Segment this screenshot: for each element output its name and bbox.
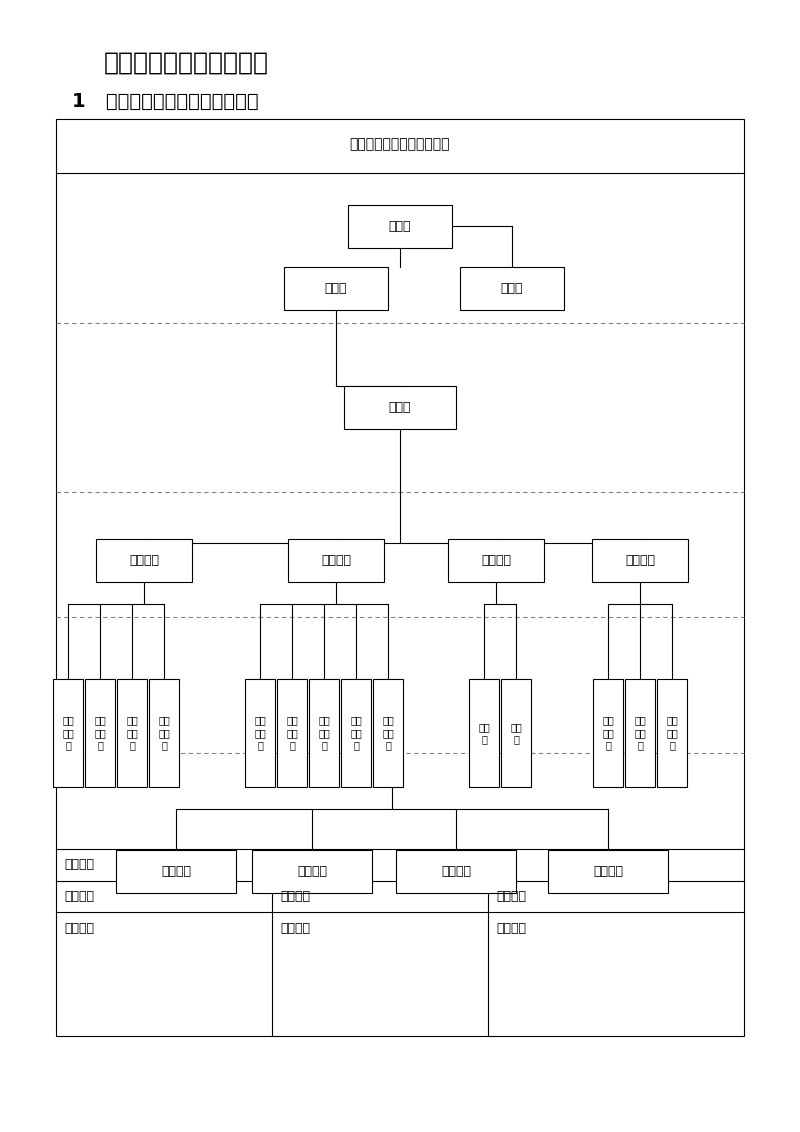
Text: 造价
管理
部: 造价 管理 部 <box>318 715 330 751</box>
Text: 项目
经理
部: 项目 经理 部 <box>286 715 298 751</box>
Bar <box>85 679 115 787</box>
Text: 财务
部: 财务 部 <box>478 722 490 744</box>
Text: 总经理: 总经理 <box>389 401 411 414</box>
Text: 审核日期: 审核日期 <box>280 921 310 935</box>
Bar <box>277 679 307 787</box>
Bar <box>53 679 83 787</box>
Text: 批准人员: 批准人员 <box>496 890 526 903</box>
Bar <box>116 850 236 893</box>
Text: 审核人员: 审核人员 <box>280 890 310 903</box>
Text: 行政总监: 行政总监 <box>625 554 655 567</box>
Bar <box>469 679 499 787</box>
Text: 物业公司: 物业公司 <box>297 865 327 878</box>
Bar <box>96 539 192 582</box>
Bar <box>288 539 384 582</box>
Text: 综合
办公
室: 综合 办公 室 <box>666 715 678 751</box>
Text: 项目
开发
部: 项目 开发 部 <box>158 715 170 751</box>
Text: 装饰公司: 装饰公司 <box>593 865 623 878</box>
Bar <box>117 679 147 787</box>
Bar <box>396 850 516 893</box>
Text: 大型房地产企业组织结构图: 大型房地产企业组织结构图 <box>350 137 450 151</box>
Bar <box>593 679 623 787</box>
Bar <box>460 267 564 310</box>
Bar <box>348 205 452 248</box>
Text: 工程总监: 工程总监 <box>321 554 351 567</box>
Text: 质量
管理
部: 质量 管理 部 <box>382 715 394 751</box>
Text: 股东会: 股东会 <box>389 220 411 233</box>
Text: 财务总监: 财务总监 <box>481 554 511 567</box>
Bar <box>309 679 339 787</box>
Text: 董事会: 董事会 <box>325 282 347 295</box>
Bar <box>149 679 179 787</box>
Text: 批准日期: 批准日期 <box>496 921 526 935</box>
Bar <box>252 850 372 893</box>
Text: 监事会: 监事会 <box>501 282 523 295</box>
Bar <box>592 539 688 582</box>
Bar <box>548 850 668 893</box>
Bar <box>341 679 371 787</box>
Text: 编制日期: 编制日期 <box>64 921 94 935</box>
Bar <box>501 679 531 787</box>
Text: 人力
资源
部: 人力 资源 部 <box>634 715 646 751</box>
Bar <box>344 386 456 429</box>
Text: 房地产企业组织结构设计: 房地产企业组织结构设计 <box>104 50 269 75</box>
Text: 审计
部: 审计 部 <box>510 722 522 744</box>
Text: 销售
管理
部: 销售 管理 部 <box>126 715 138 751</box>
Text: 相关说明: 相关说明 <box>64 858 94 872</box>
Text: 投资
发展
部: 投资 发展 部 <box>62 715 74 751</box>
Text: 营销
策划
部: 营销 策划 部 <box>94 715 106 751</box>
Text: 营销总监: 营销总监 <box>129 554 159 567</box>
Bar <box>448 539 544 582</box>
Bar <box>373 679 403 787</box>
Text: 材料
设备
部: 材料 设备 部 <box>350 715 362 751</box>
Bar <box>657 679 687 787</box>
Text: 工程
技术
部: 工程 技术 部 <box>254 715 266 751</box>
Bar <box>625 679 655 787</box>
Text: 编制人数: 编制人数 <box>64 890 94 903</box>
Text: 行政
管理
部: 行政 管理 部 <box>602 715 614 751</box>
Bar <box>56 119 744 1036</box>
Text: 工程公司: 工程公司 <box>161 865 191 878</box>
Text: 1   大型房地产企业组织结构范例: 1 大型房地产企业组织结构范例 <box>72 93 258 111</box>
Bar <box>284 267 388 310</box>
Text: 商贸公司: 商贸公司 <box>441 865 471 878</box>
Bar <box>245 679 275 787</box>
